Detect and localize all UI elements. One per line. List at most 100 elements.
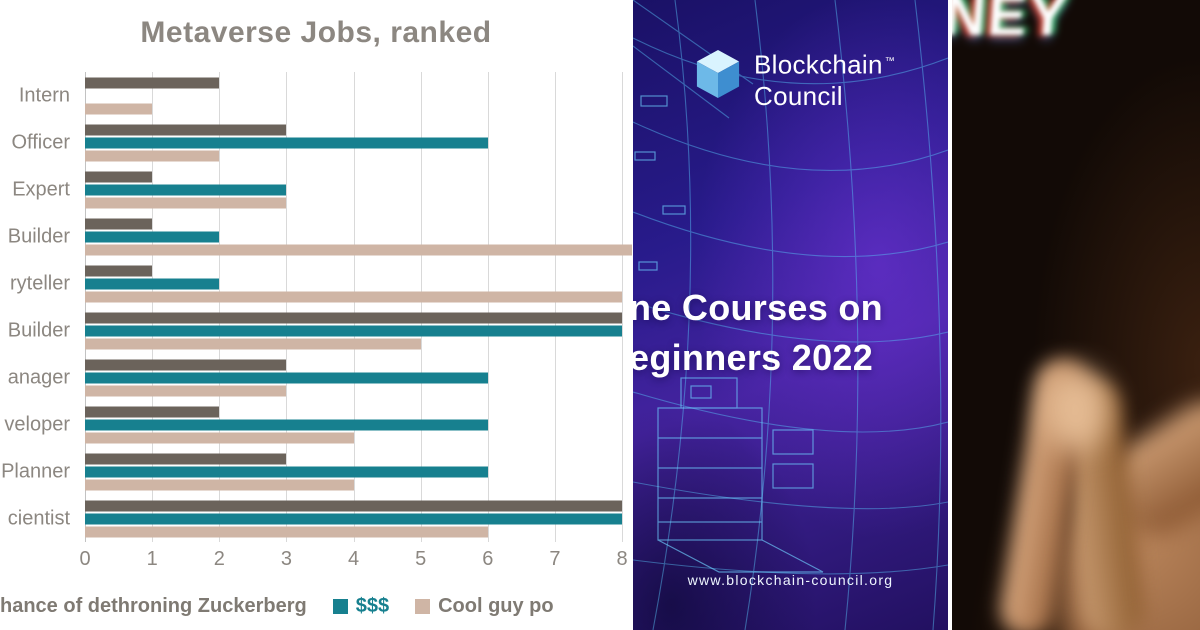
blurred-overlay-text: NEY <box>952 0 1072 48</box>
bar-group <box>85 312 622 349</box>
x-tick-label: 3 <box>280 548 292 570</box>
bar-group <box>85 171 622 208</box>
category-label: ryteller <box>9 272 70 294</box>
category-label: veloper <box>4 413 70 435</box>
metaverse-jobs-chart-panel: Metaverse Jobs, ranked Intern Officer Expe… <box>0 16 632 618</box>
bar-zuckerberg-chance <box>85 124 287 135</box>
category-label: Expert <box>12 178 70 200</box>
brand-line1: Blockchain <box>754 49 883 80</box>
x-tick-label: 1 <box>146 548 158 570</box>
chart-row: Builder <box>0 213 632 260</box>
legend-item: $$$ <box>332 595 390 618</box>
chart-row: Officer <box>0 119 632 166</box>
bar-money <box>85 419 488 430</box>
bar-group <box>85 406 622 443</box>
gridline <box>85 72 86 542</box>
bar-cool-guy-points <box>85 479 354 490</box>
bar-money <box>85 372 488 383</box>
trademark-symbol: ™ <box>884 56 896 67</box>
chart-row: Intern <box>0 72 632 119</box>
bar-group <box>85 265 622 302</box>
brand-name: Blockchain ™ Council <box>754 46 895 112</box>
category-label: Planner <box>1 460 70 482</box>
chart-rows: Intern Officer Expert Builder ryteller Builde… <box>0 72 632 542</box>
legend-label: Cool guy po <box>438 595 554 617</box>
bar-cool-guy-points <box>85 197 287 208</box>
bar-cool-guy-points <box>85 526 488 537</box>
blurry-photo-panel: NEY <box>952 0 1200 630</box>
cube-logo-icon <box>696 50 740 98</box>
bar-zuckerberg-chance <box>85 218 153 229</box>
fingertip-highlight <box>1044 368 1108 452</box>
bar-money <box>85 184 287 195</box>
category-label: Officer <box>11 131 70 153</box>
gridline <box>219 72 221 542</box>
blockchain-council-promo-panel: Blockchain ™ Council ne Courses on eginne… <box>633 0 948 630</box>
bar-chart-plot: Intern Officer Expert Builder ryteller Builde… <box>0 72 632 542</box>
promo-url: www.blockchain-council.org <box>687 572 894 588</box>
headline-line1: ne Courses on <box>633 287 883 328</box>
legend-swatch <box>415 599 431 614</box>
category-label: Builder <box>7 319 70 341</box>
gridline <box>554 72 556 542</box>
bar-cool-guy-points <box>85 338 421 349</box>
bar-cool-guy-points <box>85 432 354 443</box>
x-tick-label: 7 <box>549 548 561 570</box>
bar-group <box>85 359 622 396</box>
gridline <box>622 72 623 542</box>
chart-legend: hance of dethroning Zuckerberg $$$ Cool gu… <box>0 595 632 618</box>
category-label: anager <box>7 366 70 388</box>
bar-zuckerberg-chance <box>85 500 622 511</box>
x-tick-label: 2 <box>213 548 225 570</box>
chart-gridlines <box>85 72 623 542</box>
bar-group <box>85 124 622 161</box>
bar-zuckerberg-chance <box>85 171 153 182</box>
chart-row: Builder <box>0 307 632 354</box>
gridline <box>152 72 154 542</box>
bar-money <box>85 466 488 477</box>
bar-group <box>85 500 622 537</box>
promo-headline: ne Courses on eginners 2022 <box>633 283 883 383</box>
bar-cool-guy-points <box>85 385 287 396</box>
bar-zuckerberg-chance <box>85 312 622 323</box>
brand-line2: Council <box>754 80 843 111</box>
x-tick-label: 0 <box>79 548 91 570</box>
category-label: cientist <box>7 507 70 529</box>
legend-swatch <box>332 599 348 614</box>
headline-line2: eginners 2022 <box>633 337 874 378</box>
bar-zuckerberg-chance <box>85 359 287 370</box>
x-tick-label: 4 <box>347 548 360 570</box>
chart-row: veloper <box>0 401 632 448</box>
x-tick-label: 6 <box>482 548 494 570</box>
legend-item: hance of dethroning Zuckerberg <box>0 595 307 618</box>
category-label: Intern <box>18 84 70 106</box>
bar-cool-guy-points <box>85 291 622 302</box>
bar-group <box>85 77 622 114</box>
bar-cool-guy-points <box>85 150 220 161</box>
gridline <box>487 72 489 542</box>
chart-row: cientist <box>0 495 632 542</box>
bar-money <box>85 513 622 524</box>
x-axis: 0 1 2 3 4 5 6 7 8 <box>79 548 627 574</box>
bar-money <box>85 137 488 148</box>
bar-zuckerberg-chance <box>85 453 287 464</box>
bar-zuckerberg-chance <box>85 265 153 276</box>
chart-row: Expert <box>0 166 632 213</box>
bar-zuckerberg-chance <box>85 406 220 417</box>
bar-money <box>85 278 220 289</box>
chart-row: Planner <box>0 448 632 495</box>
gridline <box>420 72 422 542</box>
x-tick-label: 8 <box>616 548 628 570</box>
bar-group <box>85 218 632 255</box>
bar-zuckerberg-chance <box>85 77 220 88</box>
bar-cool-guy-points <box>85 103 153 114</box>
wireframe-grid-decoration <box>633 0 948 630</box>
chart-row: ryteller <box>0 260 632 307</box>
chart-row: anager <box>0 354 632 401</box>
blockchain-council-logo: Blockchain ™ Council <box>695 46 895 112</box>
legend-label: hance of dethroning Zuckerberg <box>0 595 307 617</box>
legend-label: $$$ <box>355 595 390 617</box>
bar-money <box>85 325 622 336</box>
x-tick-label: 5 <box>415 548 427 570</box>
